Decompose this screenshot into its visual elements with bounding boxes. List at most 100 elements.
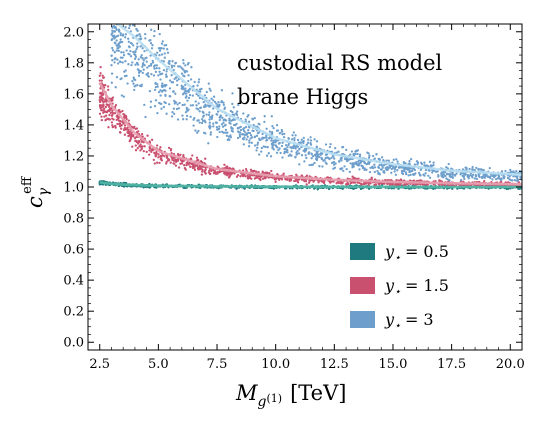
data-point [439, 179, 442, 183]
series-curve-1 [98, 82, 522, 186]
data-point [468, 174, 471, 178]
data-point [174, 160, 178, 164]
data-point [212, 99, 215, 102]
data-point [257, 122, 260, 126]
data-point [195, 104, 198, 107]
data-point [171, 60, 174, 63]
data-point [224, 128, 228, 132]
data-point [120, 127, 123, 130]
data-point [145, 56, 148, 59]
data-point [120, 40, 124, 44]
data-point [127, 26, 131, 30]
data-point [111, 31, 114, 35]
data-point [231, 111, 234, 114]
data-point [168, 158, 171, 162]
data-point [98, 74, 101, 77]
data-point [194, 100, 197, 103]
data-point [205, 113, 208, 116]
data-point [382, 159, 385, 162]
legend-swatch-0 [350, 243, 375, 260]
data-point [221, 125, 225, 128]
data-point [208, 87, 211, 90]
data-point [117, 119, 121, 122]
data-point [217, 101, 220, 104]
data-point [502, 175, 505, 179]
data-point [308, 163, 311, 167]
data-point [393, 170, 396, 173]
data-point [357, 162, 361, 165]
data-point [142, 156, 145, 160]
data-point [158, 49, 162, 52]
data-point [113, 0, 115, 2]
data-point [204, 172, 207, 175]
data-point [166, 48, 169, 51]
data-point [182, 118, 185, 121]
data-point [440, 173, 444, 177]
data-point [231, 130, 235, 133]
data-point [115, 49, 118, 52]
data-point [382, 164, 386, 167]
data-point [225, 134, 229, 137]
data-point [238, 133, 241, 137]
data-point [499, 180, 503, 183]
data-point [340, 168, 343, 171]
data-point [137, 130, 140, 133]
y-tick-label: 0.8 [63, 212, 84, 227]
data-point [175, 79, 179, 82]
data-point [369, 166, 372, 169]
data-point [123, 127, 127, 130]
data-point [154, 153, 157, 156]
data-point [177, 166, 181, 169]
data-point [367, 152, 370, 155]
data-point [127, 134, 130, 138]
data-point [110, 21, 112, 23]
data-point [242, 127, 245, 131]
data-point [459, 178, 463, 182]
data-point [112, 24, 116, 28]
data-point [236, 136, 240, 140]
data-point [115, 1, 117, 3]
data-point [145, 73, 148, 76]
data-point [290, 138, 294, 141]
data-point [230, 126, 233, 129]
data-point [418, 173, 421, 176]
data-point [142, 59, 145, 62]
data-point [315, 140, 319, 143]
data-point [104, 84, 107, 87]
data-point [120, 94, 124, 97]
data-point [355, 149, 358, 153]
data-point [114, 124, 117, 128]
data-point [207, 82, 210, 85]
data-point [197, 129, 200, 133]
data-point [255, 175, 258, 179]
data-point [506, 176, 510, 180]
data-point [158, 70, 161, 73]
data-point [184, 110, 188, 114]
data-point [130, 42, 133, 45]
data-point [241, 174, 244, 177]
data-point [345, 167, 348, 171]
data-point [277, 142, 281, 145]
data-point [309, 142, 312, 145]
data-point [302, 141, 305, 145]
annotation-line-2: brane Higgs [237, 85, 368, 109]
data-point [179, 162, 182, 165]
data-point [111, 111, 114, 114]
data-point [162, 105, 166, 109]
data-point [193, 166, 196, 169]
data-point [394, 173, 398, 176]
data-point [232, 106, 235, 109]
data-point [413, 163, 417, 166]
x-tick-label: 17.5 [437, 357, 466, 372]
curve-layer [98, 24, 522, 189]
data-point [513, 178, 516, 182]
data-point [123, 5, 125, 7]
data-point [474, 175, 478, 178]
data-point [116, 47, 119, 50]
x-axis-title: Mg(1) [TeV] [235, 381, 346, 410]
data-point [234, 123, 237, 127]
data-point [300, 174, 303, 177]
data-point [270, 130, 274, 134]
data-point [413, 168, 417, 172]
data-point [330, 156, 333, 160]
